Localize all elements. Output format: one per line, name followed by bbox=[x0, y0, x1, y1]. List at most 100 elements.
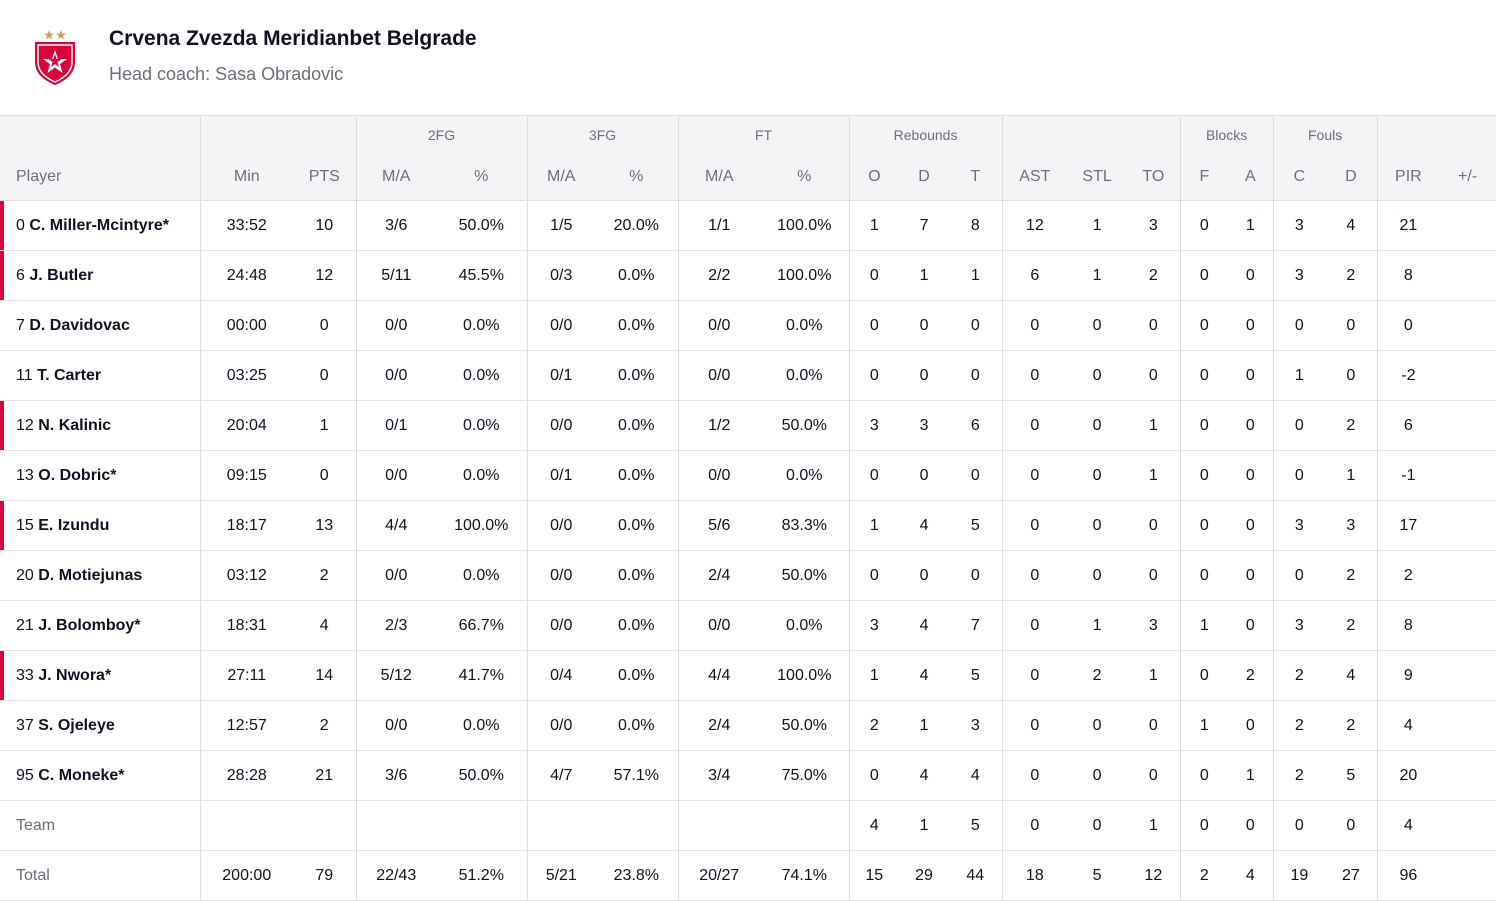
stat-fouls-drawn: 2 bbox=[1325, 400, 1378, 451]
player-row[interactable]: 37 S. Ojeleye 12:57 2 0/0 0.0% 0/0 0.0% 2/4 50.0… bbox=[0, 700, 1496, 751]
col-pts[interactable]: PTS bbox=[293, 154, 356, 201]
player-row[interactable]: 33 J. Nwora* 27:11 14 5/12 41.7% 0/4 0.0% 4/4 10… bbox=[0, 650, 1496, 701]
col-foul-d[interactable]: D bbox=[1325, 154, 1378, 201]
stat-fouls-drawn: 27 bbox=[1325, 850, 1378, 901]
player-cell[interactable]: 95 C. Moneke* bbox=[0, 750, 200, 801]
player-cell[interactable]: 7 D. Davidovac bbox=[0, 300, 200, 351]
stat-blocks-favor: 1 bbox=[1179, 700, 1229, 751]
stat-ft-made-attempted: 2/2 bbox=[677, 250, 761, 301]
stat-blocks-against: 4 bbox=[1228, 850, 1274, 901]
player-row[interactable]: 15 E. Izundu 18:17 13 4/4 100.0% 0/0 0.0% 5/6 83… bbox=[0, 500, 1496, 551]
col-reb-d[interactable]: D bbox=[899, 154, 950, 201]
col-pir[interactable]: PIR bbox=[1376, 154, 1440, 201]
stat-3fg-made-attempted: 0/1 bbox=[526, 350, 596, 401]
player-name-link[interactable]: O. Dobric* bbox=[38, 466, 117, 484]
col-2fg-pct[interactable]: % bbox=[436, 154, 528, 201]
stat-fouls-drawn: 0 bbox=[1325, 350, 1378, 401]
player-name-link[interactable]: N. Kalinic bbox=[38, 416, 112, 434]
player-row[interactable]: 7 D. Davidovac 00:00 0 0/0 0.0% 0/0 0.0% 0/0 0.0… bbox=[0, 300, 1496, 351]
player-number: 20 bbox=[16, 566, 34, 584]
stat-off-rebounds: 1 bbox=[848, 200, 900, 251]
stat-blocks-against: 0 bbox=[1228, 800, 1274, 851]
col-2fg-ma[interactable]: M/A bbox=[355, 154, 436, 201]
stat-pir: 4 bbox=[1376, 700, 1440, 751]
player-name-link[interactable]: E. Izundu bbox=[38, 516, 110, 534]
player-cell[interactable]: 33 J. Nwora* bbox=[0, 650, 200, 701]
stat-def-rebounds: 0 bbox=[899, 350, 950, 401]
player-row[interactable]: 13 O. Dobric* 09:15 0 0/0 0.0% 0/1 0.0% 0/0 0.0%… bbox=[0, 450, 1496, 501]
stat-pir: 9 bbox=[1376, 650, 1440, 701]
stat-ft-made-attempted: 5/6 bbox=[677, 500, 761, 551]
col-blk-f[interactable]: F bbox=[1179, 154, 1229, 201]
stat-points: 4 bbox=[293, 600, 356, 651]
col-3fg-pct[interactable]: % bbox=[595, 154, 679, 201]
stat-2fg-made-attempted: 22/43 bbox=[355, 850, 436, 901]
stat-plus-minus bbox=[1439, 250, 1496, 301]
col-to[interactable]: TO bbox=[1127, 154, 1181, 201]
stat-off-rebounds: 4 bbox=[848, 800, 900, 851]
player-name-link[interactable]: S. Ojeleye bbox=[38, 716, 115, 734]
group-header-row: 2FG 3FG FT Rebounds Blocks Fouls bbox=[0, 115, 1496, 154]
stat-2fg-pct: 41.7% bbox=[436, 650, 528, 701]
player-cell[interactable]: 13 O. Dobric* bbox=[0, 450, 200, 501]
stat-assists: 0 bbox=[1001, 650, 1068, 701]
stat-pir: 21 bbox=[1376, 200, 1440, 251]
player-name-link[interactable]: J. Nwora* bbox=[38, 666, 112, 684]
player-name-link[interactable]: J. Butler bbox=[29, 266, 94, 284]
player-row[interactable]: 95 C. Moneke* 28:28 21 3/6 50.0% 4/7 57.1% 3/4 7… bbox=[0, 750, 1496, 801]
group-ft: FT bbox=[677, 115, 850, 154]
player-cell[interactable]: 37 S. Ojeleye bbox=[0, 700, 200, 751]
col-reb-t[interactable]: T bbox=[949, 154, 1003, 201]
stat-minutes bbox=[199, 800, 293, 851]
stat-3fg-pct: 0.0% bbox=[595, 350, 679, 401]
stat-blocks-favor: 0 bbox=[1179, 500, 1229, 551]
player-name-link[interactable]: D. Motiejunas bbox=[38, 566, 143, 584]
col-min[interactable]: Min bbox=[199, 154, 293, 201]
player-row[interactable]: 11 T. Carter 03:25 0 0/0 0.0% 0/1 0.0% 0/0 0.0% 0… bbox=[0, 350, 1496, 401]
player-cell[interactable]: 11 T. Carter bbox=[0, 350, 200, 401]
player-name-link[interactable]: J. Bolomboy* bbox=[38, 616, 141, 634]
player-cell[interactable]: 0 C. Miller-Mcintyre* bbox=[0, 200, 200, 251]
col-ft-pct[interactable]: % bbox=[760, 154, 850, 201]
stat-pir: -1 bbox=[1376, 450, 1440, 501]
col-foul-c[interactable]: C bbox=[1272, 154, 1326, 201]
stat-2fg-made-attempted: 5/11 bbox=[355, 250, 436, 301]
col-player[interactable]: Player bbox=[0, 154, 200, 201]
stat-total-rebounds: 4 bbox=[949, 750, 1003, 801]
col-ast[interactable]: AST bbox=[1001, 154, 1068, 201]
player-row[interactable]: 20 D. Motiejunas 03:12 2 0/0 0.0% 0/0 0.0% 2/4 5… bbox=[0, 550, 1496, 601]
player-cell[interactable]: 6 J. Butler bbox=[0, 250, 200, 301]
col-ft-ma[interactable]: M/A bbox=[677, 154, 761, 201]
group-3fg: 3FG bbox=[526, 115, 679, 154]
stat-assists: 6 bbox=[1001, 250, 1068, 301]
player-name-link[interactable]: C. Miller-Mcintyre* bbox=[29, 216, 169, 234]
col-3fg-ma[interactable]: M/A bbox=[526, 154, 596, 201]
stat-blocks-favor: 2 bbox=[1179, 850, 1229, 901]
player-cell[interactable]: 20 D. Motiejunas bbox=[0, 550, 200, 601]
boxscore-table: 2FG 3FG FT Rebounds Blocks Fouls Player … bbox=[0, 115, 1496, 901]
stat-ft-pct: 50.0% bbox=[760, 400, 850, 451]
player-name-link[interactable]: T. Carter bbox=[37, 366, 102, 384]
player-row[interactable]: 21 J. Bolomboy* 18:31 4 2/3 66.7% 0/0 0.0% 0/0 0… bbox=[0, 600, 1496, 651]
player-name-link[interactable]: D. Davidovac bbox=[29, 316, 130, 334]
player-name-link[interactable]: C. Moneke* bbox=[38, 766, 125, 784]
stat-steals: 1 bbox=[1067, 200, 1128, 251]
player-row[interactable]: 0 C. Miller-Mcintyre* 33:52 10 3/6 50.0% 1/5 2… bbox=[0, 200, 1496, 251]
player-cell[interactable]: 12 N. Kalinic bbox=[0, 400, 200, 451]
stat-off-rebounds: 1 bbox=[848, 500, 900, 551]
col-stl[interactable]: STL bbox=[1067, 154, 1128, 201]
player-cell[interactable]: 21 J. Bolomboy* bbox=[0, 600, 200, 651]
col-blk-a[interactable]: A bbox=[1228, 154, 1274, 201]
stat-off-rebounds: 0 bbox=[848, 550, 900, 601]
col-plus-minus[interactable]: +/- bbox=[1439, 154, 1496, 201]
stat-fouls-drawn: 2 bbox=[1325, 550, 1378, 601]
col-reb-o[interactable]: O bbox=[848, 154, 900, 201]
player-row[interactable]: 12 N. Kalinic 20:04 1 0/1 0.0% 0/0 0.0% 1/2 50.0… bbox=[0, 400, 1496, 451]
stat-total-rebounds: 0 bbox=[949, 450, 1003, 501]
stat-3fg-pct: 0.0% bbox=[595, 400, 679, 451]
stat-3fg-made-attempted: 0/0 bbox=[526, 400, 596, 451]
stat-off-rebounds: 0 bbox=[848, 250, 900, 301]
player-row[interactable]: 6 J. Butler 24:48 12 5/11 45.5% 0/3 0.0% 2/2 100… bbox=[0, 250, 1496, 301]
stat-2fg-pct: 45.5% bbox=[436, 250, 528, 301]
player-cell[interactable]: 15 E. Izundu bbox=[0, 500, 200, 551]
